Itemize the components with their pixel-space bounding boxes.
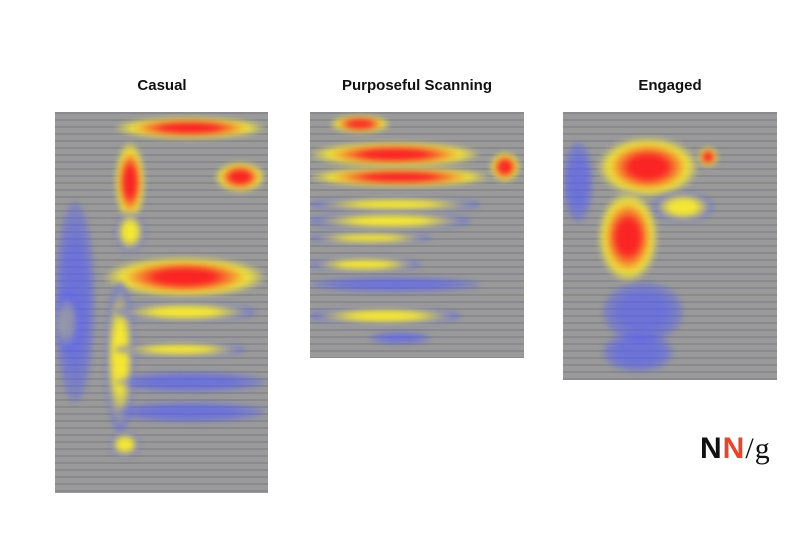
heat-spot	[310, 257, 420, 272]
heat-spot	[310, 307, 460, 325]
heat-spot	[55, 202, 95, 402]
nng-logo: NN/g	[700, 432, 771, 465]
heat-spot	[105, 257, 265, 297]
heat-spot	[215, 162, 265, 192]
heat-spot	[115, 372, 265, 392]
heatmap-purposeful-scanning	[310, 112, 524, 358]
heat-spot	[603, 332, 673, 372]
heat-spot	[310, 212, 470, 230]
title-purposeful-scanning: Purposeful Scanning	[341, 77, 492, 94]
heat-spot	[115, 117, 265, 139]
heat-spot	[598, 137, 698, 197]
heat-spot	[115, 342, 245, 357]
heat-spot	[310, 142, 480, 167]
heat-spot	[598, 192, 658, 282]
heat-spot	[310, 197, 480, 212]
heat-spot	[563, 142, 593, 222]
heat-spot	[330, 115, 390, 133]
heat-spot	[310, 167, 490, 187]
title-casual: Casual	[137, 77, 187, 94]
heat-spot	[115, 402, 265, 422]
heat-spot	[110, 432, 140, 457]
heat-spot	[653, 192, 713, 222]
heat-spot	[115, 212, 145, 252]
heatmap-casual	[55, 112, 268, 493]
title-engaged: Engaged	[638, 77, 702, 94]
heatmap-engaged	[563, 112, 777, 380]
heat-spot	[370, 332, 430, 344]
heat-spot	[115, 142, 145, 222]
heat-spot	[310, 277, 480, 292]
heat-spot	[698, 147, 718, 167]
heat-spot	[490, 152, 520, 182]
heat-spot	[115, 302, 255, 322]
heat-spot	[310, 232, 430, 244]
